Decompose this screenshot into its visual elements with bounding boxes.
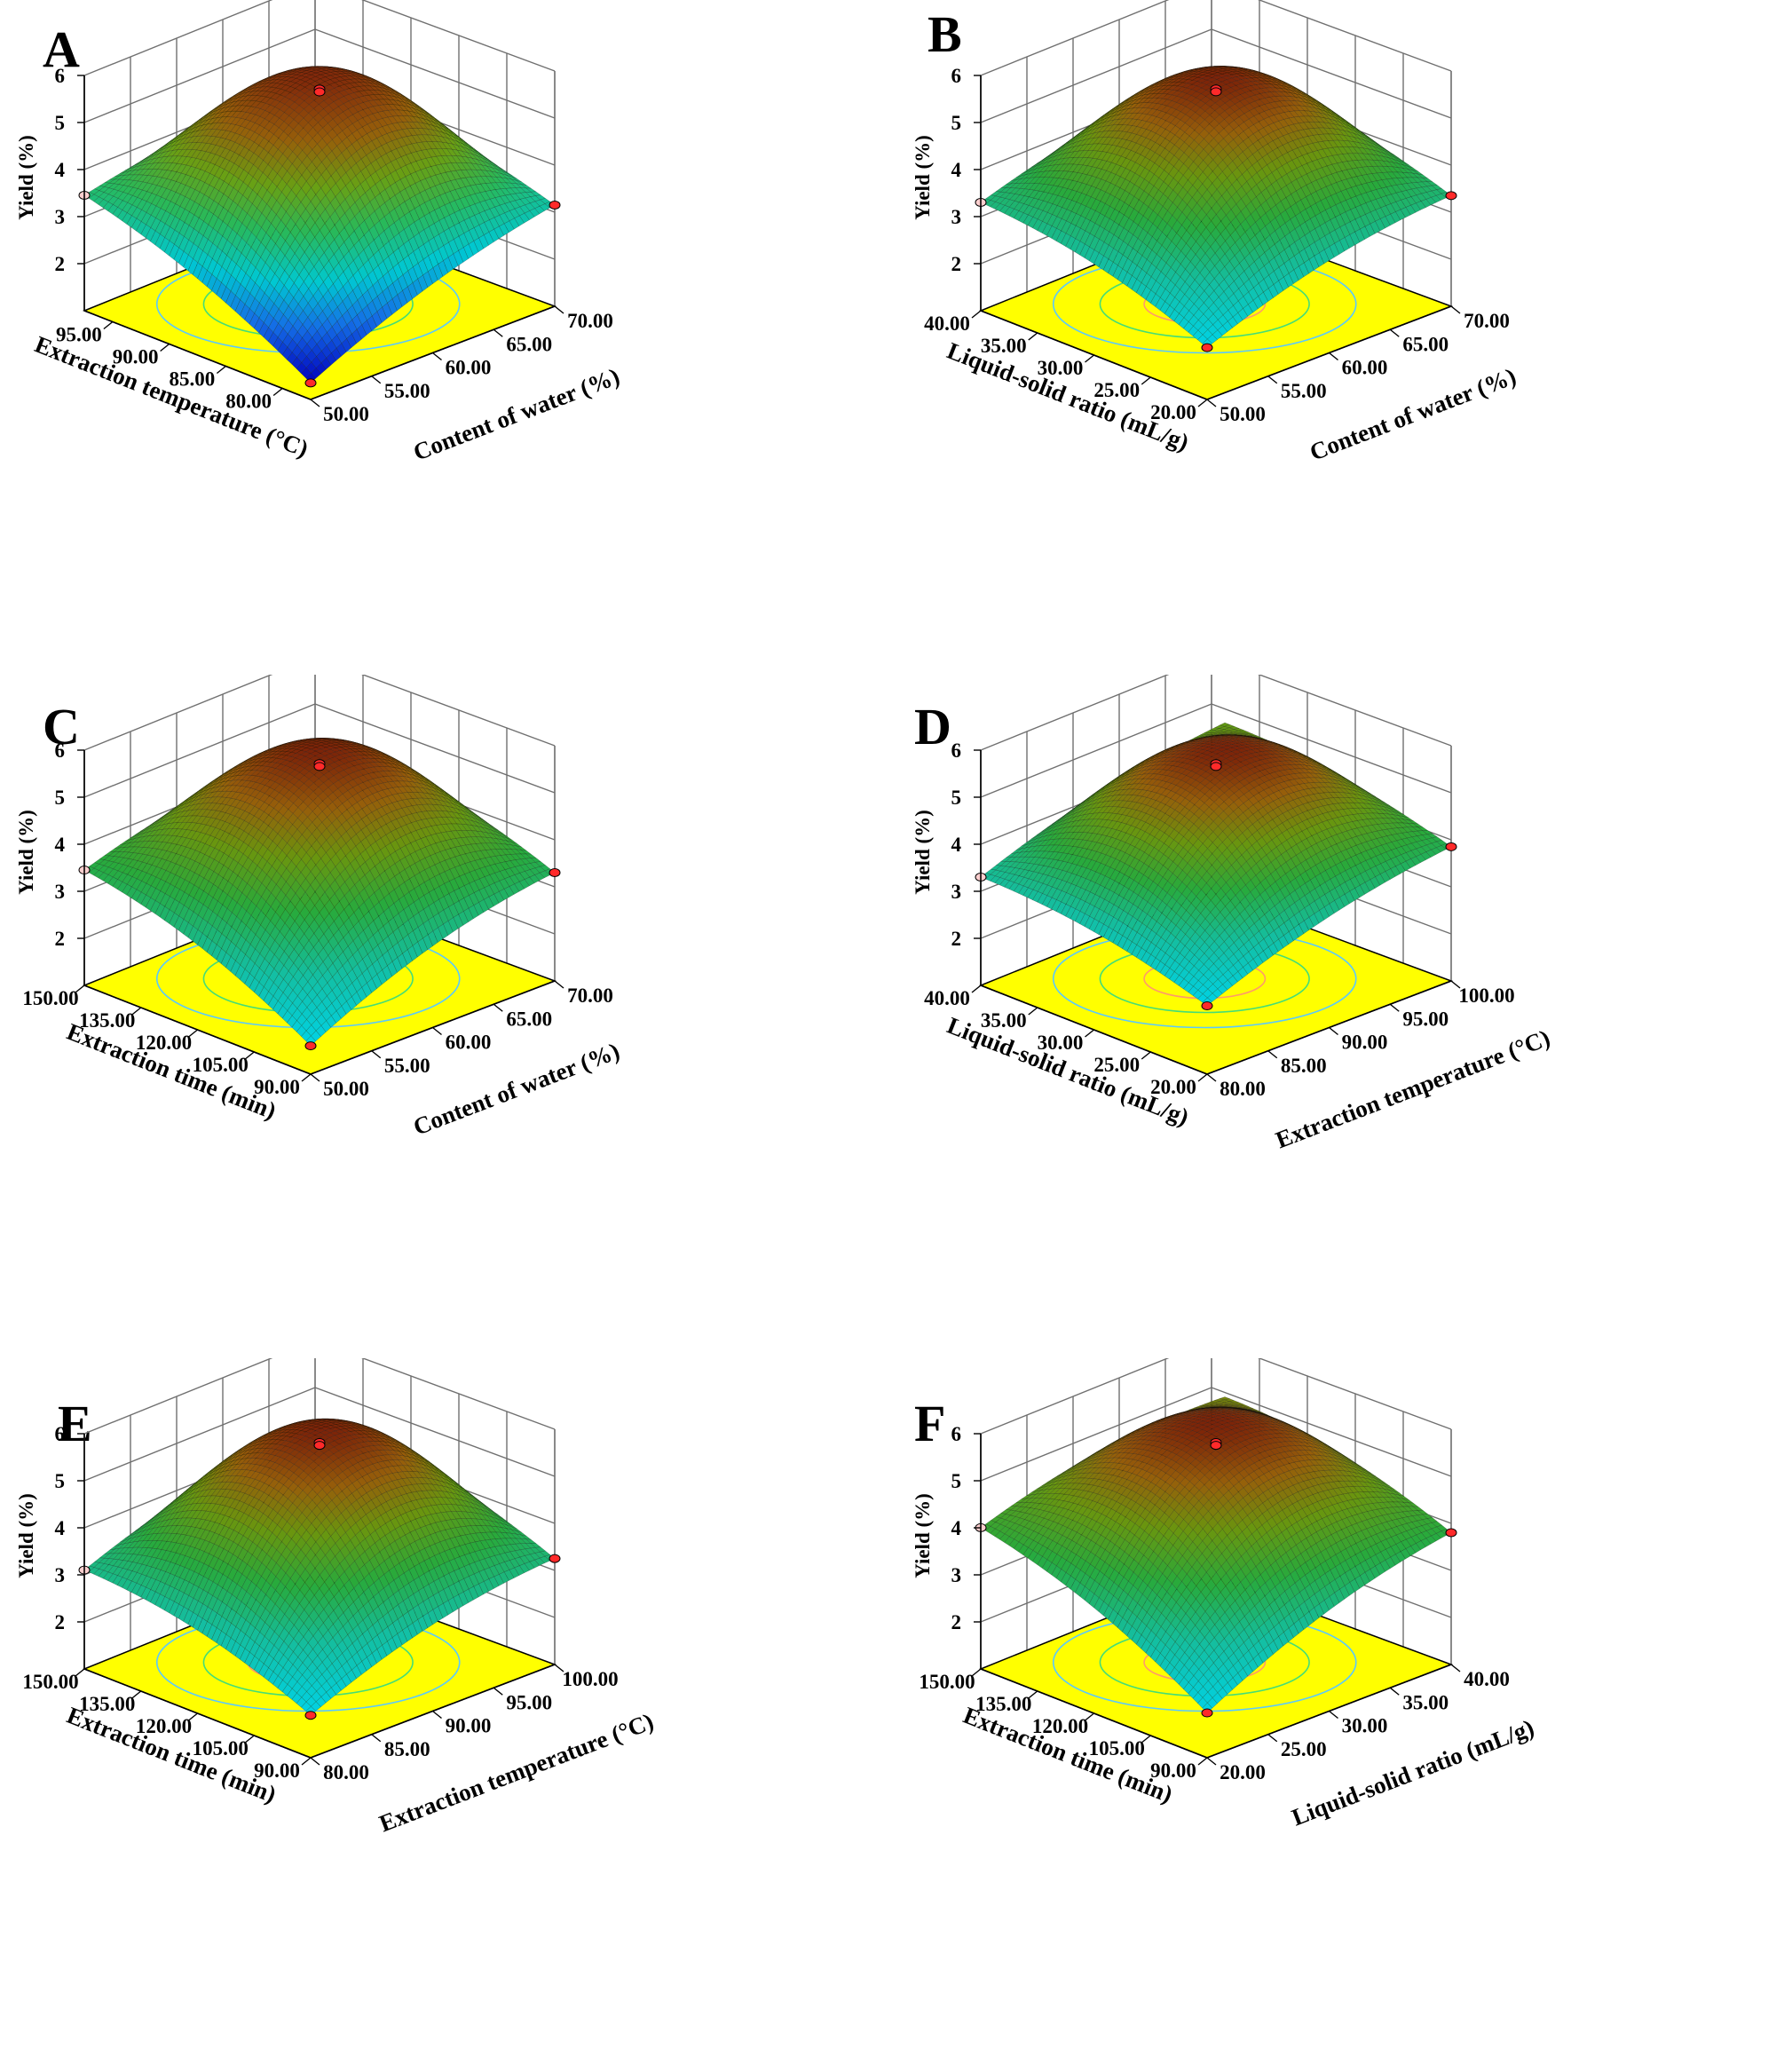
panel-b: B 2 3 4 5 6 Yield (%) 20.00 25.00 30.00 35.00 40.0… xyxy=(896,0,1784,684)
x-tick-label: 85.00 xyxy=(170,368,216,391)
x-tick-label: 95.00 xyxy=(56,324,102,346)
design-point xyxy=(304,378,317,388)
x-tick xyxy=(1141,376,1151,385)
y-tick xyxy=(554,305,564,314)
x-axis-line xyxy=(83,310,312,400)
x-tick-label: 25.00 xyxy=(1093,379,1140,401)
z-axis-label: Yield (%) xyxy=(912,135,934,220)
design-point xyxy=(549,200,561,210)
wall-gridline-horizontal xyxy=(314,28,556,119)
wall-gridline-horizontal xyxy=(83,0,273,76)
y-tick xyxy=(1329,352,1338,361)
z-tick-label: 2 xyxy=(951,253,962,275)
design-point xyxy=(313,87,326,97)
y-axis-label: Content of water (%) xyxy=(1306,362,1520,465)
x-tick-label: 20.00 xyxy=(1150,401,1196,423)
y-tick xyxy=(1267,376,1278,384)
z-tick-label: 5 xyxy=(55,112,66,134)
x-tick xyxy=(971,310,982,319)
response-surface xyxy=(83,66,556,384)
z-axis-label: Yield (%) xyxy=(15,135,37,220)
x-tick xyxy=(216,365,226,375)
wall-gridline-horizontal xyxy=(1211,28,1452,119)
y-tick-label: 55.00 xyxy=(1281,380,1327,402)
panel-c: C 2 3 4 5 6 Yield (%) 90.00 105.00 120.00 135.00 1… xyxy=(0,675,888,1358)
wall-gridline-horizontal xyxy=(83,703,316,798)
y-tick xyxy=(371,376,382,384)
wall-gridline-horizontal xyxy=(83,675,273,751)
x-tick-label: 35.00 xyxy=(981,335,1027,357)
z-tick-label: 3 xyxy=(951,206,962,228)
x-tick xyxy=(103,320,114,330)
wall-gridline-horizontal xyxy=(980,28,1212,123)
z-tick-label: 2 xyxy=(55,253,66,275)
y-axis-label: Content of water (%) xyxy=(409,362,623,465)
y-tick-label: 70.00 xyxy=(567,310,613,332)
panel-letter: A xyxy=(43,20,80,78)
response-surface xyxy=(980,66,1452,348)
x-tick-label: 40.00 xyxy=(924,312,970,335)
x-tick xyxy=(1197,399,1208,407)
x-tick-label: 30.00 xyxy=(1038,357,1084,379)
y-tick-label: 60.00 xyxy=(446,357,492,379)
y-tick-label: 65.00 xyxy=(1402,333,1449,355)
y-tick xyxy=(432,352,442,361)
design-point xyxy=(1201,343,1213,352)
z-tick-label: 4 xyxy=(55,159,66,181)
y-tick-label: 55.00 xyxy=(384,380,430,402)
z-tick-label: 4 xyxy=(951,159,962,181)
panel-letter: C xyxy=(43,698,80,755)
x-tick xyxy=(160,343,170,352)
y-tick xyxy=(1389,328,1400,337)
wall-gridline-horizontal xyxy=(980,0,1170,76)
wall-gridline-horizontal xyxy=(314,703,556,794)
x-tick-label: 80.00 xyxy=(225,391,272,413)
y-tick-label: 50.00 xyxy=(323,403,369,425)
y-tick xyxy=(493,328,503,337)
x-tick xyxy=(1085,354,1094,363)
panel-a: A 2 3 4 5 6 Yield (%) 80.00 85.00 90.00 95.00 Extr… xyxy=(0,0,888,684)
x-tick xyxy=(1028,332,1038,341)
z-tick-label: 5 xyxy=(951,112,962,134)
y-tick xyxy=(1206,399,1217,407)
x-tick-label: 90.00 xyxy=(113,346,159,368)
wall-gridline-horizontal xyxy=(83,28,316,123)
panel-letter: B xyxy=(928,5,962,63)
y-tick-label: 50.00 xyxy=(1220,403,1266,425)
design-point xyxy=(1210,87,1222,97)
design-point xyxy=(1445,191,1457,201)
z-tick-label: 3 xyxy=(55,206,66,228)
y-tick-label: 65.00 xyxy=(506,333,552,355)
wall-gridline-horizontal xyxy=(1257,0,1452,72)
x-tick xyxy=(272,387,283,397)
z-tick-label: 6 xyxy=(55,65,66,87)
wall-gridline-horizontal xyxy=(360,675,556,747)
y-tick-label: 70.00 xyxy=(1464,310,1510,332)
y-tick-label: 60.00 xyxy=(1342,357,1388,379)
z-tick-label: 6 xyxy=(951,65,962,87)
response-surface xyxy=(83,738,556,1047)
design-points xyxy=(975,84,1457,352)
y-tick xyxy=(310,399,320,407)
y-tick xyxy=(1450,305,1461,314)
wall-gridline-horizontal xyxy=(360,0,556,72)
